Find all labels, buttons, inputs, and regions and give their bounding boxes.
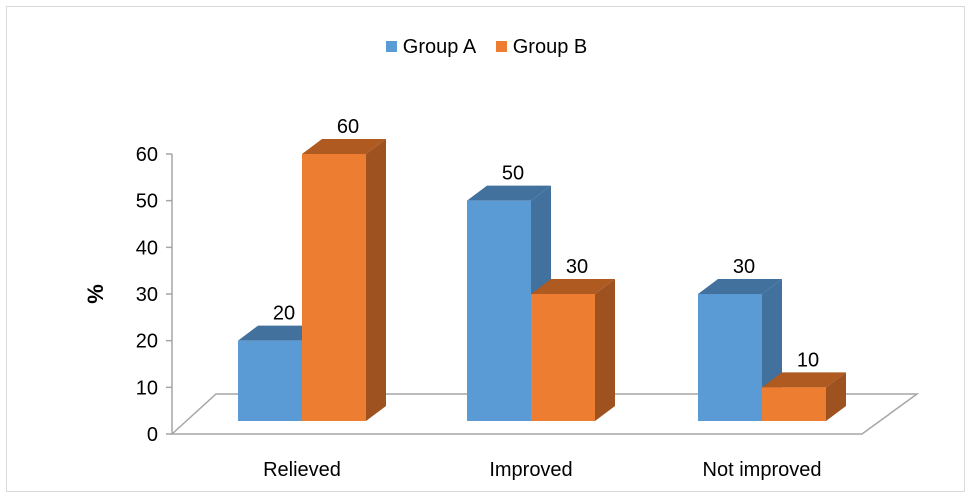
data-label-1-0: 60 — [337, 116, 359, 138]
legend-item-group-a: Group A — [385, 36, 477, 59]
bar-front-0-0 — [238, 340, 302, 421]
bar-front-0-2 — [698, 294, 762, 421]
legend-item-group-b: Group B — [495, 36, 588, 59]
data-label-0-0: 20 — [273, 303, 295, 325]
bar-front-1-1 — [531, 294, 595, 421]
data-label-1-1: 30 — [566, 256, 588, 278]
y-tick-label-20: 20 — [136, 331, 158, 353]
legend-label-group-a: Group A — [402, 36, 477, 59]
bar-top-0-0 — [238, 325, 322, 341]
y-tick-label-10: 10 — [136, 377, 158, 399]
y-tick-label-0: 0 — [147, 424, 158, 446]
legend-swatch-group-b — [495, 41, 507, 53]
bar-top-1-1 — [531, 279, 615, 294]
legend-label-group-b: Group B — [512, 36, 588, 59]
bar-side-1-0 — [366, 139, 386, 421]
x-tick-label-2: Not improved — [703, 459, 822, 481]
y-tick-label-40: 40 — [136, 237, 158, 259]
bar-front-1-0 — [302, 154, 366, 421]
data-label-1-2: 10 — [797, 349, 819, 371]
y-tick-label-50: 50 — [136, 191, 158, 213]
bar-top-0-1 — [467, 185, 551, 201]
bar-front-1-2 — [762, 387, 826, 421]
legend-swatch-group-a — [385, 41, 397, 53]
bar-front-0-1 — [467, 200, 531, 421]
y-tick-label-30: 30 — [136, 284, 158, 306]
x-tick-label-1: Improved — [489, 459, 572, 481]
y-axis-title: % — [83, 284, 108, 304]
data-label-0-2: 30 — [733, 256, 755, 278]
bar-top-0-2 — [698, 279, 782, 294]
y-tick-label-60: 60 — [136, 144, 158, 166]
x-tick-label-0: Relieved — [263, 459, 341, 481]
legend: Group A Group B — [0, 36, 973, 59]
bar-top-1-2 — [762, 372, 846, 388]
bar-side-1-1 — [595, 279, 615, 421]
bar-side-1-2 — [826, 372, 846, 421]
bar-top-1-0 — [302, 139, 386, 154]
floor-plane — [170, 393, 920, 435]
data-label-0-1: 50 — [502, 163, 524, 185]
